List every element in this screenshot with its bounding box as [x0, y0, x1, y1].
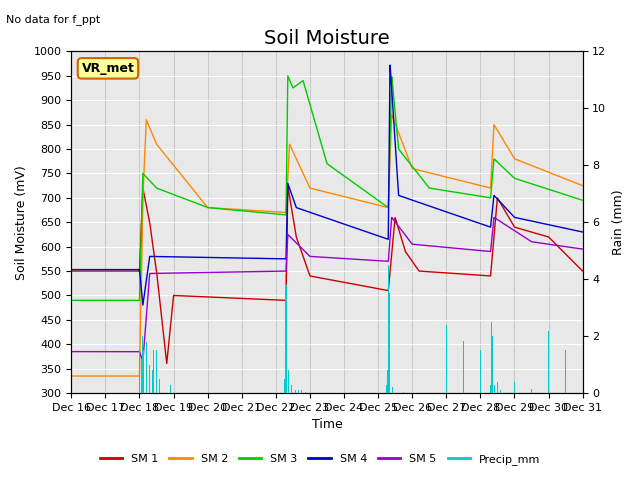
Title: Soil Moisture: Soil Moisture	[264, 29, 390, 48]
Y-axis label: Rain (mm): Rain (mm)	[612, 190, 625, 255]
Y-axis label: Soil Moisture (mV): Soil Moisture (mV)	[15, 165, 28, 280]
Text: VR_met: VR_met	[81, 62, 134, 75]
Legend: SM 1, SM 2, SM 3, SM 4, SM 5, Precip_mm: SM 1, SM 2, SM 3, SM 4, SM 5, Precip_mm	[95, 450, 545, 469]
Text: No data for f_ppt: No data for f_ppt	[6, 14, 100, 25]
X-axis label: Time: Time	[312, 419, 342, 432]
